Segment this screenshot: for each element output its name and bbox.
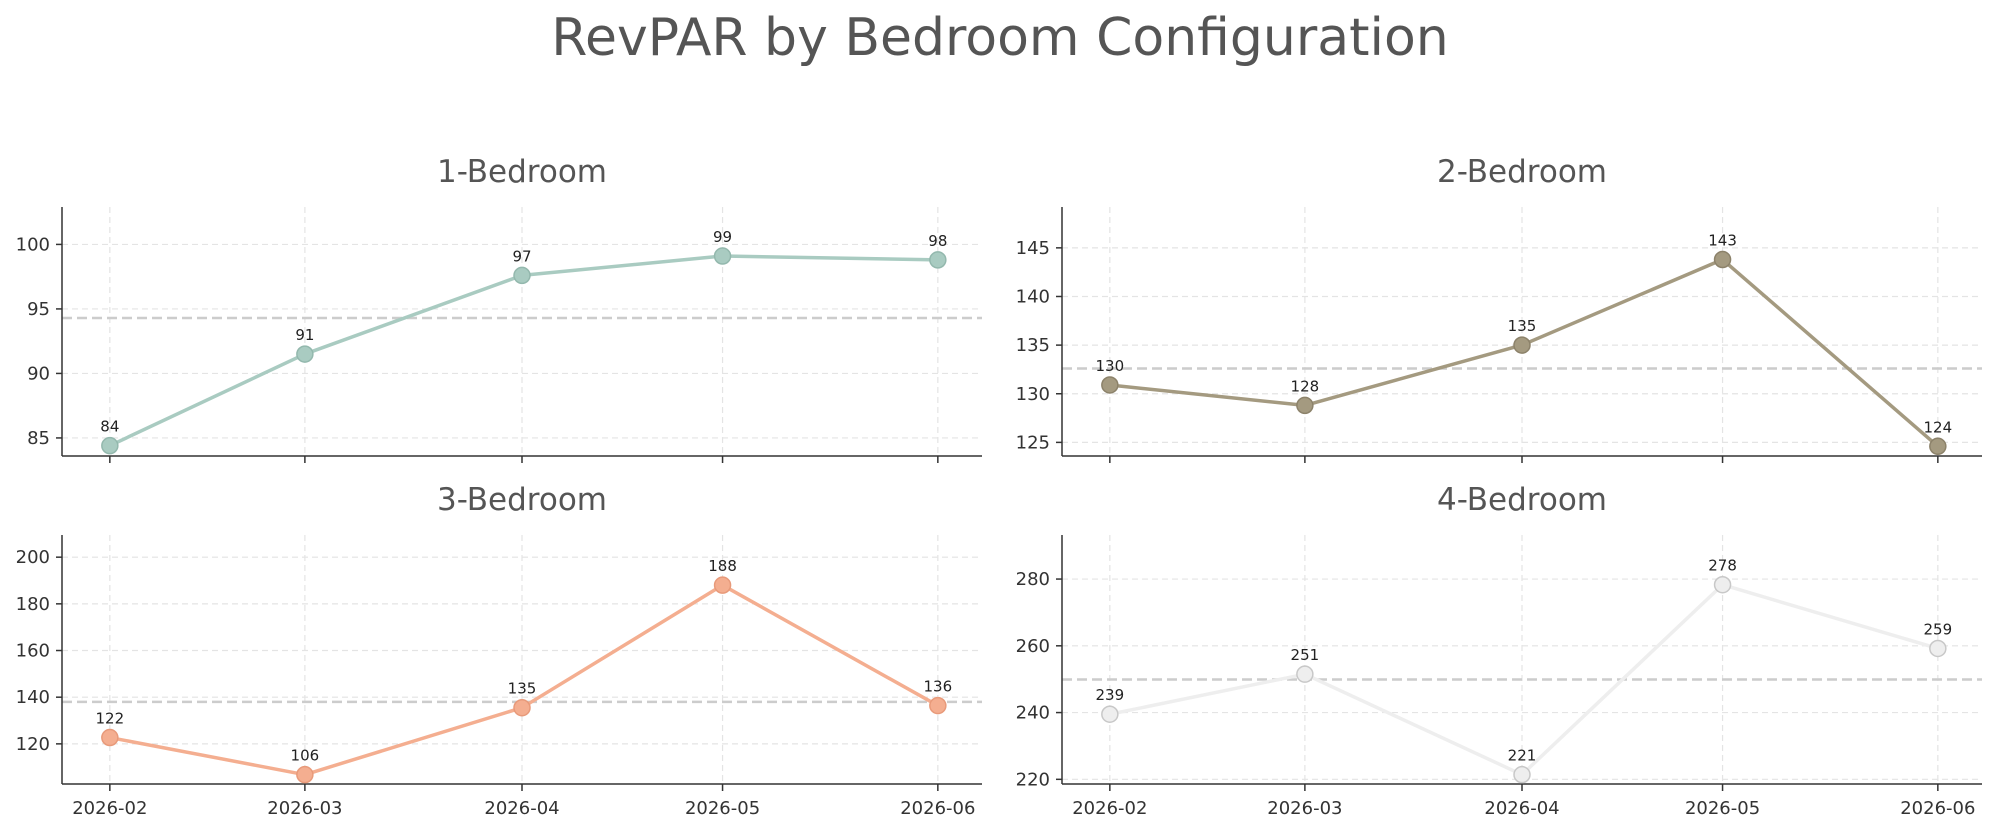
x-tick-label: 2026-06 (1900, 798, 1975, 819)
data-point (713, 576, 732, 594)
data-label: 239 (1096, 686, 1125, 704)
y-tick-label: 260 (1016, 636, 1050, 657)
y-tick-label: 160 (16, 641, 50, 662)
data-point (929, 696, 947, 715)
y-tick-label: 130 (1016, 384, 1050, 405)
data-label: 84 (100, 418, 119, 436)
y-tick-label: 135 (1016, 335, 1050, 356)
data-point (1713, 575, 1732, 594)
data-label: 99 (713, 228, 732, 246)
y-tick-label: 95 (27, 299, 50, 320)
y-tick-label: 120 (16, 734, 50, 755)
y-tick-label: 145 (1016, 238, 1050, 259)
y-tick-label: 140 (1016, 286, 1050, 307)
y-tick-label: 180 (16, 594, 50, 615)
figure-title: RevPAR by Bedroom Configuration (551, 8, 1449, 68)
data-point (1296, 396, 1314, 415)
data-label: 251 (1291, 646, 1320, 664)
y-tick-label: 220 (1016, 769, 1050, 790)
data-label: 97 (512, 247, 531, 265)
y-tick-label: 280 (1016, 569, 1050, 590)
series-line (109, 254, 938, 448)
data-point (513, 698, 531, 717)
y-tick-label: 85 (27, 428, 50, 449)
subplot-1: 1-Bedroom 85 90 95 100 84 91 97 99 98 (16, 154, 982, 463)
data-label: 124 (1924, 418, 1953, 436)
data-point (1513, 765, 1531, 784)
x-tick-label: 2026-04 (1484, 798, 1559, 819)
x-tick-label: 2026-04 (484, 798, 559, 819)
data-point (296, 765, 314, 784)
data-label: 278 (1708, 557, 1737, 575)
data-label: 122 (96, 710, 125, 728)
data-point (713, 247, 732, 265)
subplot-title: 1-Bedroom (437, 154, 607, 190)
x-tick-label: 2026-03 (1267, 798, 1342, 819)
data-label: 143 (1708, 232, 1737, 250)
data-point (1513, 336, 1531, 354)
x-tick-label: 2026-06 (900, 798, 975, 819)
x-tick-label: 2026-05 (685, 798, 760, 819)
data-label: 106 (291, 747, 320, 765)
subplot-3: 3-Bedroom 120 140 160 180 200 2026-02 2026-03 20… (16, 482, 982, 819)
data-label: 128 (1291, 377, 1320, 395)
y-tick-label: 140 (16, 687, 50, 708)
data-point (101, 728, 119, 747)
x-tick-label: 2026-03 (267, 798, 342, 819)
data-label: 135 (508, 680, 537, 698)
subplot-2: 2-Bedroom 125 130 135 140 145 130 128 135 143 124 (1016, 154, 1982, 463)
subplot-title: 2-Bedroom (1437, 154, 1607, 190)
data-point (513, 266, 531, 285)
data-point (1101, 376, 1119, 394)
data-point (296, 345, 314, 363)
data-label: 259 (1924, 620, 1953, 638)
subplot-4: 4-Bedroom 220 240 260 280 2026-02 2026-03 2026-… (1016, 482, 1982, 819)
data-label: 130 (1096, 357, 1125, 375)
data-point (1296, 665, 1314, 683)
data-label: 188 (708, 557, 737, 575)
data-label: 98 (928, 232, 947, 250)
x-tick-label: 2026-02 (1072, 798, 1147, 819)
data-label: 135 (1508, 317, 1537, 335)
x-tick-label: 2026-02 (72, 798, 147, 819)
y-tick-label: 125 (1016, 432, 1050, 453)
data-point (1101, 705, 1119, 723)
subplot-title: 3-Bedroom (437, 482, 607, 518)
x-tick-label: 2026-05 (1685, 798, 1760, 819)
y-tick-label: 200 (16, 547, 50, 568)
data-point (1929, 639, 1947, 658)
data-point (101, 436, 119, 455)
y-tick-label: 100 (16, 234, 50, 255)
data-label: 221 (1508, 747, 1537, 765)
data-label: 136 (924, 678, 953, 696)
y-tick-label: 90 (27, 363, 50, 384)
y-tick-label: 240 (1016, 703, 1050, 724)
data-point (1929, 437, 1947, 456)
subplot-title: 4-Bedroom (1437, 482, 1607, 518)
data-point (1713, 250, 1732, 269)
data-label: 91 (295, 326, 314, 344)
data-point (929, 251, 947, 269)
